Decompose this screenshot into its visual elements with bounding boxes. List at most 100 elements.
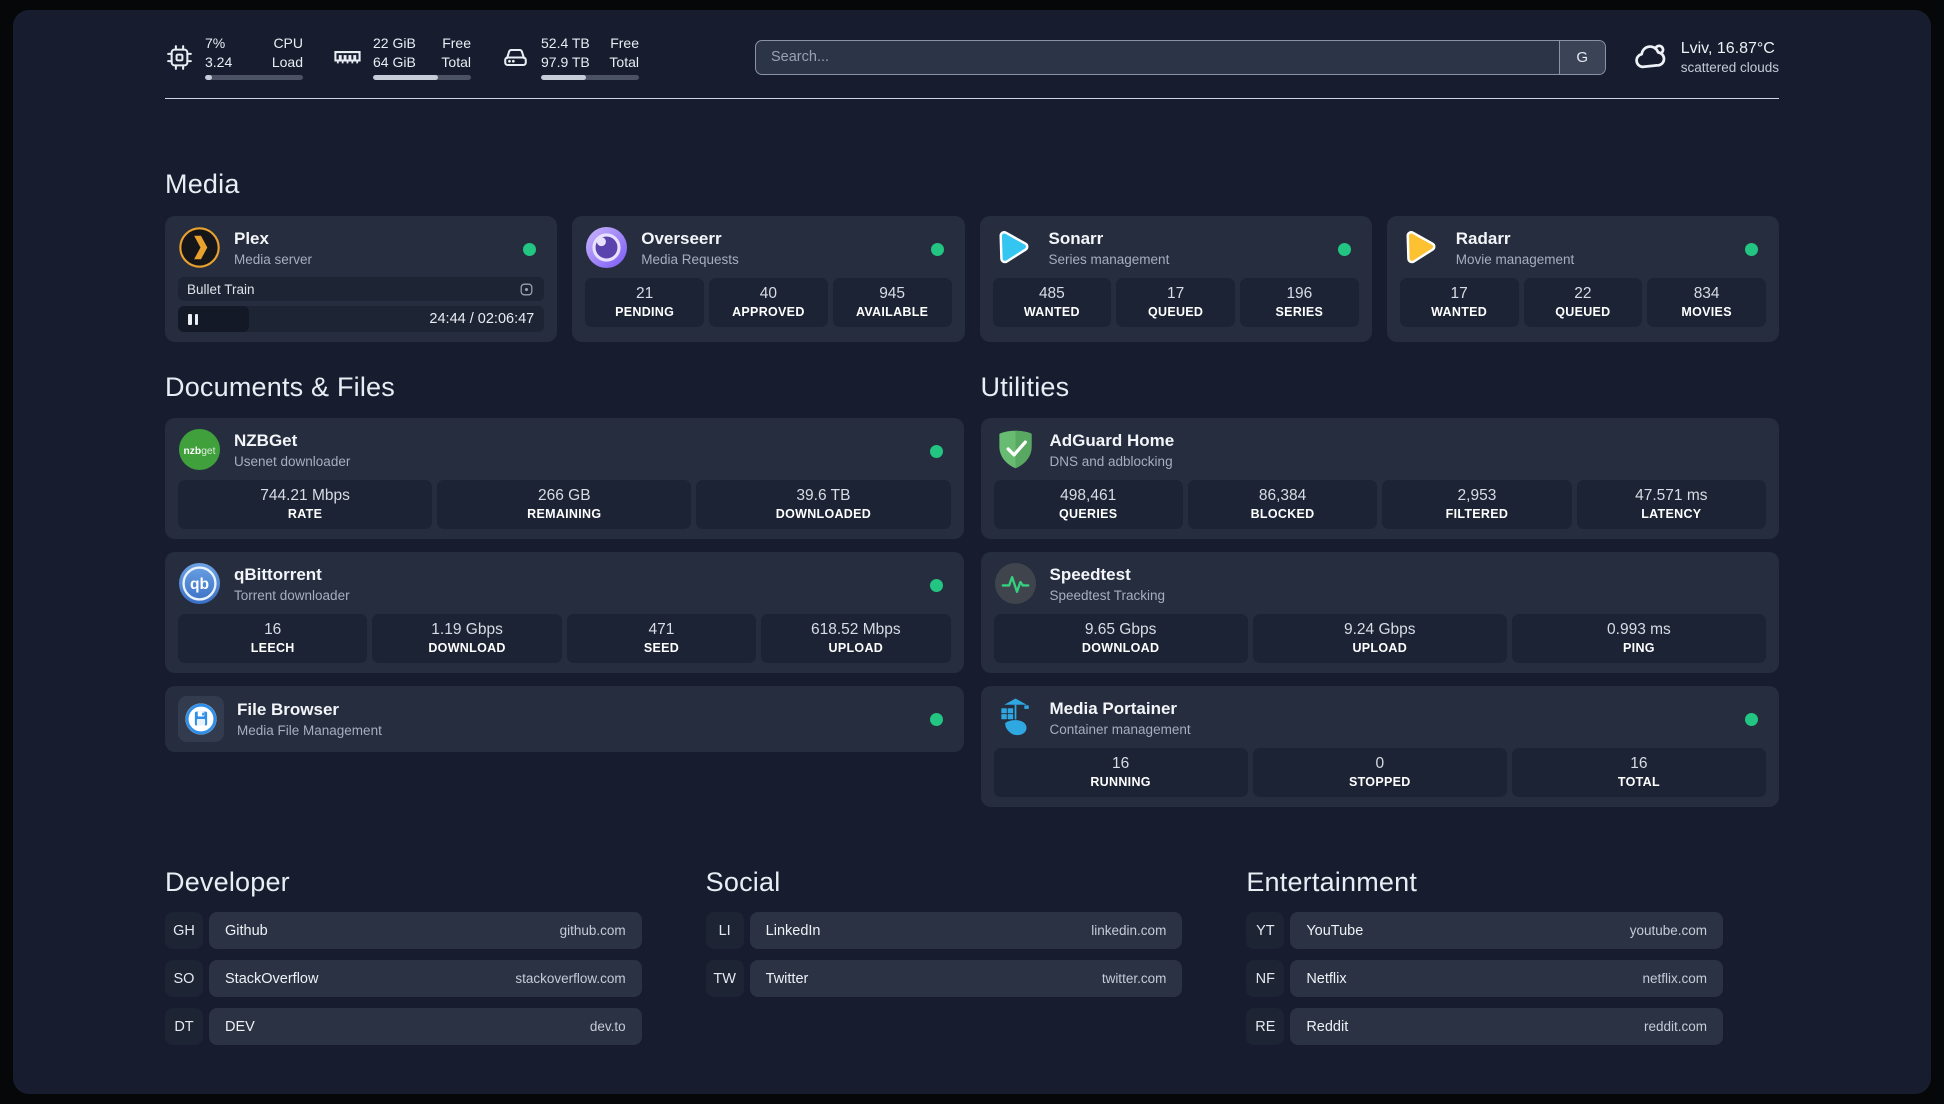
usage-bar: [541, 75, 639, 80]
app-description: Media Requests: [641, 251, 739, 267]
bookmark-url: github.com: [559, 923, 626, 938]
system-stat-ram: 22 GiB Free 64 GiB Total: [333, 34, 471, 80]
stat-value: 9.24 Gbps: [1343, 621, 1416, 638]
bookmark-body[interactable]: Twitter twitter.com: [749, 960, 1183, 997]
stat-label: QUEUED: [1147, 305, 1204, 319]
bookmark-url: dev.to: [589, 1019, 626, 1034]
bookmark-github[interactable]: GH Github github.com: [165, 912, 642, 949]
stat-label: QUERIES: [1059, 507, 1118, 521]
documents-column: Documents & Files nzbget NZBGet Usenet dow…: [165, 372, 964, 752]
system-stat-label: CPU: [273, 35, 303, 51]
stat-label: SEED: [643, 641, 680, 655]
top-header: 7% CPU 3.24 Load 22 GiB Free 64 GiB Total 52.4 T…: [165, 30, 1779, 84]
stat-value: 0: [1375, 755, 1385, 772]
bookmark-linkedin[interactable]: LI LinkedIn linkedin.com: [705, 912, 1183, 949]
cpu-icon: [165, 43, 194, 72]
bookmark-name: StackOverflow: [225, 970, 319, 987]
speedtest-icon: [994, 562, 1037, 605]
bookmark-reddit[interactable]: RE Reddit reddit.com: [1246, 1008, 1723, 1045]
app-titles: Overseerr Media Requests: [641, 229, 739, 267]
stat-approved: 40 APPROVED: [709, 278, 828, 327]
radarr-icon: [1400, 226, 1443, 269]
bookmark-name: YouTube: [1306, 922, 1364, 939]
bookmark-name: Reddit: [1306, 1018, 1349, 1035]
now-playing-title: Bullet Train: [187, 281, 255, 297]
search-bar: G: [755, 39, 1606, 75]
cast-icon[interactable]: [518, 281, 535, 298]
app-card-sonarr[interactable]: Sonarr Series management 485 WANTED 17 QUEUED…: [979, 216, 1372, 342]
stat-value: 39.6 TB: [796, 487, 851, 504]
bookmark-body[interactable]: Github github.com: [209, 912, 642, 949]
bookmark-body[interactable]: YouTube youtube.com: [1290, 912, 1723, 949]
app-titles: qBittorrent Torrent downloader: [234, 565, 350, 603]
usage-bar: [205, 75, 303, 80]
bookmark-netflix[interactable]: NF Netflix netflix.com: [1246, 960, 1723, 997]
app-card-portainer[interactable]: Media Portainer Container management 16 RUN…: [980, 686, 1779, 807]
app-card-overseerr[interactable]: Overseerr Media Requests 21 PENDING 40 APPROV…: [572, 216, 965, 342]
app-card-qbittorrent[interactable]: qb qBittorrent Torrent downloader 16 LEECH 1.…: [165, 552, 964, 673]
bookmark-youtube[interactable]: YT YouTube youtube.com: [1246, 912, 1723, 949]
app-description: Media server: [234, 251, 313, 267]
app-card-radarr[interactable]: Radarr Movie management 17 WANTED 22 QUEUED 83…: [1386, 216, 1779, 342]
stat-value: 17: [1450, 285, 1468, 302]
app-name: Media Portainer: [1049, 698, 1178, 718]
stat-label: FILTERED: [1445, 507, 1509, 521]
app-description: Torrent downloader: [234, 587, 350, 603]
bookmark-group-developer: Developer GH Github github.com SO StackOverfl…: [165, 867, 642, 1045]
app-titles: File Browser Media File Management: [237, 700, 382, 738]
stat-value: 21: [636, 285, 654, 302]
qbittorrent-icon: qb: [178, 562, 221, 605]
bookmark-body[interactable]: StackOverflow stackoverflow.com: [209, 960, 642, 997]
usage-bar-fill: [205, 75, 212, 80]
app-card-plex[interactable]: Plex Media server Bullet Train 24:44 / 02:0…: [165, 216, 558, 342]
weather-location-temp: Lviv, 16.87°C: [1680, 39, 1775, 57]
app-card-adguard[interactable]: AdGuard Home DNS and adblocking 498,461 QUE…: [980, 418, 1779, 539]
stat-label: RUNNING: [1090, 775, 1151, 789]
section-title-documents: Documents & Files: [165, 372, 395, 402]
stat-label: PENDING: [615, 305, 675, 319]
stat-leech: 16 LEECH: [178, 614, 368, 663]
documents-utilities-grid: Documents & Files nzbget NZBGet Usenet dow…: [165, 372, 1779, 807]
app-description: Series management: [1048, 251, 1170, 267]
status-dot-online: [523, 243, 537, 256]
stat-value: 485: [1038, 285, 1065, 302]
app-card-filebrowser[interactable]: File Browser Media File Management: [165, 686, 964, 752]
bookmark-stackoverflow[interactable]: SO StackOverflow stackoverflow.com: [165, 960, 642, 997]
svg-text:qb: qb: [190, 576, 209, 593]
system-stat-label: Load: [271, 53, 303, 70]
bookmark-dev[interactable]: DT DEV dev.to: [165, 1008, 642, 1045]
bookmark-body[interactable]: LinkedIn linkedin.com: [749, 912, 1183, 949]
stat-filtered: 2,953 FILTERED: [1382, 480, 1572, 529]
stat-seed: 471 SEED: [566, 614, 757, 663]
bookmark-body[interactable]: Netflix netflix.com: [1290, 960, 1723, 997]
documents-apps: nzbget NZBGet Usenet downloader 744.21 Mbps…: [165, 418, 964, 752]
stat-value: 9.65 Gbps: [1084, 621, 1157, 638]
bookmark-body[interactable]: DEV dev.to: [209, 1008, 642, 1045]
stat-label: REMAINING: [527, 507, 602, 521]
app-titles: NZBGet Usenet downloader: [234, 431, 350, 469]
app-card-speedtest[interactable]: Speedtest Speedtest Tracking 9.65 Gbps DOWN…: [980, 552, 1779, 673]
section-title-media: Media: [165, 169, 240, 199]
bookmark-url: linkedin.com: [1091, 923, 1167, 938]
system-stat-value: 22 GiB: [373, 35, 416, 51]
bookmark-body[interactable]: Reddit reddit.com: [1290, 1008, 1723, 1045]
status-dot-online: [929, 445, 943, 458]
stat-available: 945 AVAILABLE: [832, 278, 952, 327]
status-dot-online: [1337, 243, 1351, 256]
app-card-nzbget[interactable]: nzbget NZBGet Usenet downloader 744.21 Mbps…: [165, 418, 964, 539]
app-description: Speedtest Tracking: [1049, 587, 1166, 603]
stat-label: UPLOAD: [1352, 641, 1408, 655]
stat-label: WANTED: [1431, 305, 1488, 319]
stat-value: 16: [1630, 755, 1648, 772]
bookmark-twitter[interactable]: TW Twitter twitter.com: [705, 960, 1183, 997]
stat-download: 9.65 Gbps DOWNLOAD: [993, 614, 1248, 663]
utilities-column: Utilities AdGuard Home DNS and adblocking…: [980, 372, 1779, 807]
bookmark-abbr: TW: [705, 960, 744, 997]
stat-queries: 498,461 QUERIES: [993, 480, 1183, 529]
stat-value: 40: [759, 285, 777, 302]
stat-label: UPLOAD: [828, 641, 884, 655]
search-engine-button[interactable]: G: [1558, 40, 1605, 74]
stat-wanted: 485 WANTED: [992, 278, 1112, 327]
search-input[interactable]: [755, 39, 1606, 75]
stat-upload: 618.52 Mbps UPLOAD: [761, 614, 951, 663]
